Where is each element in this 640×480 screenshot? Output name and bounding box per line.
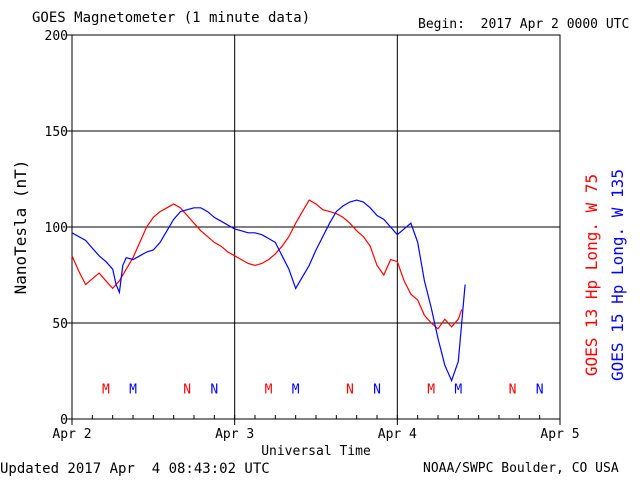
marker-label: N [210,382,218,397]
x-tick-label: Apr 3 [215,427,254,442]
legend-goes15: GOES 15 Hp Long. W 135 [608,169,627,381]
marker-label: M [265,382,273,397]
credit-text: NOAA/SWPC Boulder, CO USA [423,461,619,476]
y-tick-label: 100 [45,221,68,236]
y-tick-label: 0 [60,413,68,428]
x-tick-label: Apr 2 [52,427,91,442]
x-tick-label: Apr 5 [540,427,579,442]
begin-time: Begin: 2017 Apr 2 0000 UTC [418,17,630,32]
y-axis-label: NanoTesla (nT) [11,160,30,295]
marker-label: M [129,382,137,397]
goes13-line [71,199,463,330]
goes15-line [71,199,466,383]
plot-frame [71,34,561,420]
y-tick-label: 50 [52,317,68,332]
marker-label: M [454,382,462,397]
marker-label: M [427,382,435,397]
marker-label: N [346,382,354,397]
y-tick-label: 200 [45,29,68,44]
updated-timestamp: Updated 2017 Apr 4 08:43:02 UTC [0,461,270,477]
y-tick-label: 150 [45,125,68,140]
marker-label: M [102,382,110,397]
chart-title: GOES Magnetometer (1 minute data) [32,10,311,26]
legend-goes13: GOES 13 Hp Long. W 75 [582,174,601,376]
x-tick-label: Apr 4 [378,427,417,442]
x-axis-label: Universal Time [261,444,371,459]
marker-label: N [183,382,191,397]
marker-label: M [292,382,300,397]
marker-label: N [536,382,544,397]
marker-label: N [509,382,517,397]
marker-label: N [373,382,381,397]
